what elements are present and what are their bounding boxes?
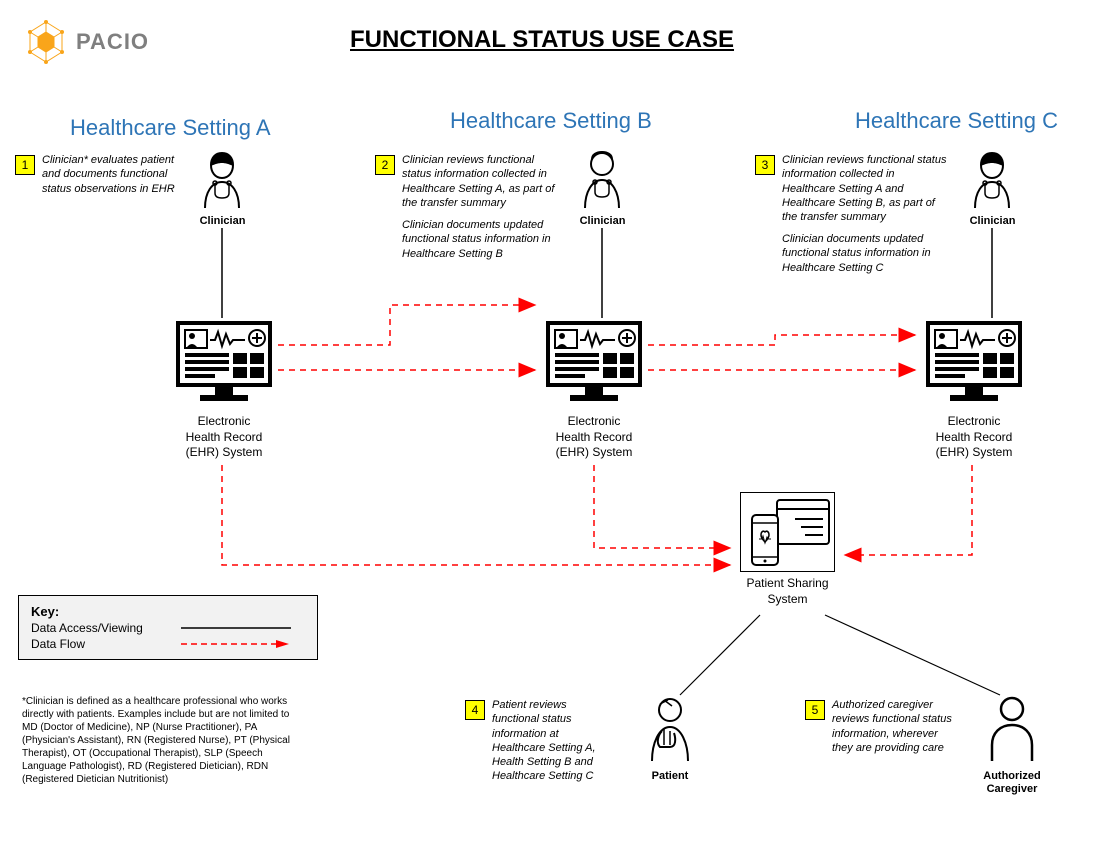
ehr-monitor-icon — [175, 320, 273, 405]
step-2-badge: 2 — [375, 155, 395, 175]
ehr-a-label-1: Electronic — [175, 414, 273, 430]
step-1-badge: 1 — [15, 155, 35, 175]
ehr-c: Electronic Health Record (EHR) System — [925, 320, 1023, 461]
key-flow-label: Data Flow — [31, 637, 181, 651]
clinician-male-icon — [575, 150, 630, 210]
ehr-a: Electronic Health Record (EHR) System — [175, 320, 273, 461]
ehr-c-label-2: Health Record — [925, 430, 1023, 446]
step-4-badge: 4 — [465, 700, 485, 720]
setting-b-header: Healthcare Setting B — [450, 108, 652, 134]
clinician-b: Clinician — [575, 150, 630, 227]
ehr-c-label-1: Electronic — [925, 414, 1023, 430]
step-2-text1: Clinician reviews functional status info… — [402, 153, 562, 210]
patient-label: Patient — [640, 770, 700, 782]
patient-sharing-system: Patient Sharing System — [740, 492, 835, 607]
step-5-badge: 5 — [805, 700, 825, 720]
clinician-c-label: Clinician — [965, 215, 1020, 227]
clinician-c: Clinician — [965, 150, 1020, 227]
caregiver: Authorized Caregiver — [982, 695, 1042, 796]
pss-label-2: System — [740, 592, 835, 608]
key-legend: Key: Data Access/Viewing Data Flow — [18, 595, 318, 660]
ehr-c-label-3: (EHR) System — [925, 445, 1023, 461]
clinician-a-label: Clinician — [195, 215, 250, 227]
patient: Patient — [640, 695, 700, 782]
step-2-num: 2 — [382, 158, 389, 172]
ehr-monitor-icon — [545, 320, 643, 405]
step-5-text: Authorized caregiver reviews functional … — [832, 698, 957, 755]
phone-tablet-icon — [745, 497, 832, 569]
step-1-text: Clinician* evaluates patient and documen… — [42, 153, 182, 196]
ehr-monitor-icon — [925, 320, 1023, 405]
step-4-num: 4 — [472, 703, 479, 717]
ehr-b-label-2: Health Record — [545, 430, 643, 446]
caregiver-label-2: Caregiver — [982, 783, 1042, 796]
step-1-num: 1 — [22, 158, 29, 172]
step-2-text2: Clinician documents updated functional s… — [402, 218, 562, 261]
caregiver-icon — [982, 695, 1042, 765]
clinician-b-label: Clinician — [575, 215, 630, 227]
ehr-b: Electronic Health Record (EHR) System — [545, 320, 643, 461]
step-3-text2: Clinician documents updated functional s… — [782, 232, 947, 275]
clinician-a: Clinician — [195, 150, 250, 227]
clinician-female-icon — [965, 150, 1020, 210]
logo-icon — [22, 18, 70, 66]
pss-label-1: Patient Sharing — [740, 576, 835, 592]
key-access-label: Data Access/Viewing — [31, 621, 181, 635]
ehr-b-label-3: (EHR) System — [545, 445, 643, 461]
clinician-footnote: *Clinician is defined as a healthcare pr… — [22, 695, 302, 786]
step-4-text: Patient reviews functional status inform… — [492, 698, 612, 784]
caregiver-label-1: Authorized — [982, 770, 1042, 783]
step-3-num: 3 — [762, 158, 769, 172]
step-3-text1: Clinician reviews functional status info… — [782, 153, 947, 224]
ehr-a-label-2: Health Record — [175, 430, 273, 446]
ehr-a-label-3: (EHR) System — [175, 445, 273, 461]
step-3-badge: 3 — [755, 155, 775, 175]
clinician-female-icon — [195, 150, 250, 210]
step-5-num: 5 — [812, 703, 819, 717]
logo: PACIO — [22, 18, 149, 66]
ehr-b-label-1: Electronic — [545, 414, 643, 430]
patient-icon — [640, 695, 700, 765]
setting-a-header: Healthcare Setting A — [70, 115, 271, 141]
logo-text: PACIO — [76, 29, 149, 55]
key-title: Key: — [31, 604, 305, 619]
page-title: FUNCTIONAL STATUS USE CASE — [350, 26, 734, 54]
setting-c-header: Healthcare Setting C — [855, 108, 1058, 134]
